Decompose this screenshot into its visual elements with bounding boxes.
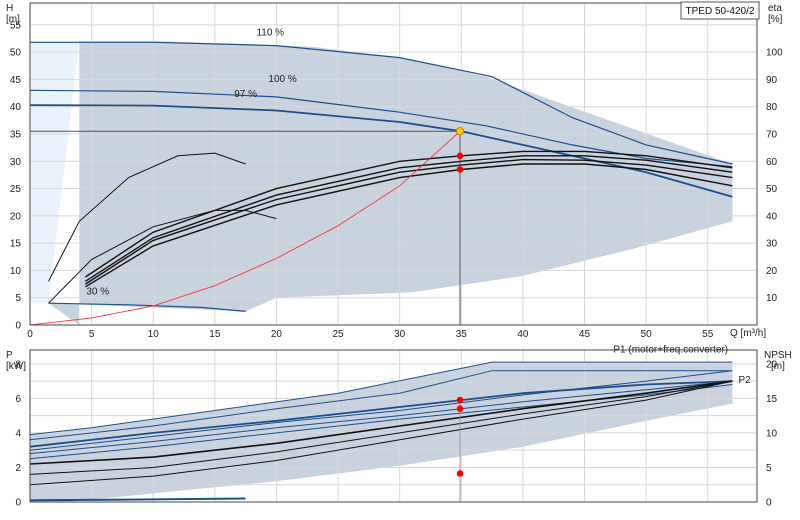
y-left-tick-label: 20: [10, 211, 22, 222]
x-tick-label: 35: [456, 329, 468, 340]
series-system-10: [30, 130, 461, 325]
lower-series-p1-0: [30, 361, 733, 436]
y-right-tick-label: 10: [766, 293, 778, 304]
y-left-tick-label: 25: [10, 184, 22, 195]
y-right-tick-label: 40: [766, 211, 778, 222]
y-right-tick-label: 90: [766, 75, 778, 86]
speed-label-0: 110 %: [256, 28, 284, 39]
y-left-tick-label: 15: [10, 239, 22, 250]
x-tick-label: 25: [332, 329, 344, 340]
y-left-tick-label: 50: [10, 48, 22, 59]
lower-marker-0: [456, 396, 464, 404]
x-tick-label: 5: [89, 329, 95, 340]
y-left-tick-label: 40: [10, 102, 22, 113]
lower-series-p2-4: [30, 380, 733, 455]
upper-plot-area: [30, 3, 757, 325]
y-right-tick-label: 100: [766, 48, 783, 59]
lower-series-label-1: P2: [739, 375, 752, 386]
lower-series-p1-1: [30, 370, 733, 441]
y-right-tick-label: 50: [766, 184, 778, 195]
x-tick-label: 50: [641, 329, 653, 340]
lower-series-npsh-6: [30, 380, 733, 465]
y-right-tick-label: 70: [766, 129, 778, 140]
lower-y-right-tick-label: 15: [766, 394, 778, 405]
series-h-1: [30, 89, 733, 168]
x-tick-label: 30: [394, 329, 406, 340]
speed-label-3: 30 %: [86, 286, 109, 297]
lower-y-right-label-line1: NPSH: [764, 350, 792, 361]
lower-y-left-tick-label: 6: [15, 394, 21, 405]
series-h-0: [30, 41, 733, 165]
lower-marker-2: [456, 470, 464, 477]
duty-point-marker: [456, 127, 465, 136]
lower-y-right-tick-label: 20: [766, 359, 778, 370]
y-right-tick-label: 60: [766, 157, 778, 168]
lower-y-right-tick-label: 10: [766, 428, 778, 439]
y-left-tick-label: 35: [10, 129, 22, 140]
speed-label-1: 100 %: [268, 74, 296, 85]
lower-series-npsh-8: [30, 380, 733, 486]
upper-light-region: [30, 41, 80, 325]
y-left-tick-label: 10: [10, 266, 22, 277]
x-tick-label: 15: [209, 329, 221, 340]
y-right-label-line2: [%]: [768, 14, 783, 25]
lower-series-p1-2: [30, 370, 733, 451]
lower-series-npsh-7: [30, 380, 733, 475]
y-left-tick-label: 0: [15, 321, 21, 332]
y-left-tick-label: 55: [10, 20, 22, 31]
x-tick-label: 45: [579, 329, 591, 340]
lower-marker-1: [456, 405, 464, 413]
x-tick-label: 20: [271, 329, 283, 340]
series-eta-5: [48, 209, 277, 304]
lower-plot-area: [30, 350, 757, 502]
series-eta-7: [85, 158, 733, 285]
lower-y-left-tick-label: 8: [15, 359, 21, 370]
lower-y-left-tick-label: 2: [15, 463, 21, 474]
lower-series-p2-3: [30, 380, 733, 448]
x-tick-label: 10: [148, 329, 160, 340]
y-right-label-line1: eta: [768, 3, 782, 14]
y-left-tick-label: 30: [10, 157, 22, 168]
series-h-3: [48, 302, 246, 312]
lower-series-p2-5: [30, 384, 733, 460]
lower-y-left-label-line2: [kW]: [6, 361, 26, 372]
lower-y-left-tick-label: 4: [15, 428, 21, 439]
lower-plot-frame: [29, 349, 758, 503]
lower-y-left-label-line1: P: [6, 350, 13, 361]
lower-y-left-tick-label: 0: [15, 498, 21, 509]
y-left-tick-label: 45: [10, 75, 22, 86]
y-right-tick-label: 20: [766, 266, 778, 277]
lower-y-right-tick-label: 5: [766, 463, 772, 474]
x-tick-label: 40: [517, 329, 529, 340]
title-box: [680, 1, 760, 20]
lower-series-p30-9: [30, 497, 246, 502]
lower-y-right-tick-label: 0: [766, 498, 772, 509]
y-left-tick-label: 5: [15, 293, 21, 304]
y-right-tick-label: 30: [766, 239, 778, 250]
x-tick-label: 0: [27, 329, 33, 340]
x-axis-label: Q [m³/h]: [730, 328, 766, 339]
eta-marker-0: [456, 152, 464, 160]
y-right-tick-label: 80: [766, 102, 778, 113]
series-eta-4: [48, 152, 246, 282]
chart-title: TPED 50-420/2: [686, 6, 755, 17]
eta-marker-1: [456, 166, 464, 173]
lower-y-right-label-line2: [m]: [771, 361, 785, 372]
upper-plot-frame: [29, 2, 758, 326]
series-eta-8: [85, 155, 733, 282]
speed-label-2: 97 %: [234, 89, 257, 100]
x-tick-label: 55: [702, 329, 714, 340]
y-left-label-line1: H: [6, 3, 13, 14]
y-left-label-line2: [m]: [6, 14, 20, 25]
